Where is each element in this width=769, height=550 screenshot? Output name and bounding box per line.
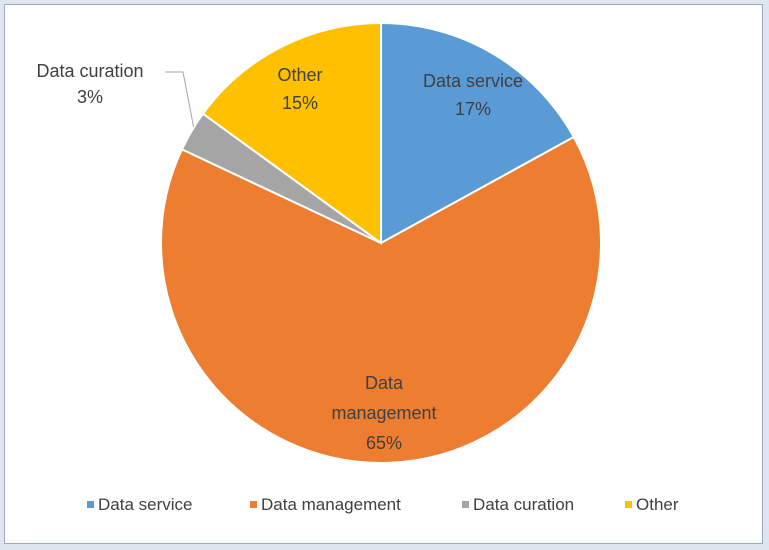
legend-item-data-management: Data management — [250, 495, 401, 514]
pie-chart: Data service 17% Data management 65% Data cur… — [36, 21, 679, 514]
data-label-data-management: Data management 65% — [331, 373, 436, 453]
data-label-other: Other 15% — [277, 65, 322, 113]
data-label-data-curation: Data curation 3% — [36, 61, 143, 107]
chart-legend: Data service Data management Data curation… — [87, 495, 679, 514]
pie-slice-data-service — [380, 21, 576, 245]
pie-slice-data-management — [160, 135, 603, 464]
data-label-data-service: Data service 17% — [423, 71, 523, 119]
legend-swatch — [250, 501, 257, 508]
legend-item-data-service: Data service — [87, 495, 192, 514]
legend-label: Data management — [261, 495, 401, 514]
data-labels: Data service 17% Data management 65% Data cur… — [36, 61, 523, 453]
legend-label: Data service — [98, 495, 192, 514]
data-curation-leader-line — [165, 71, 195, 128]
legend-label: Data curation — [473, 495, 574, 514]
legend-swatch — [462, 501, 469, 508]
legend-label: Other — [636, 495, 679, 514]
legend-swatch — [625, 501, 632, 508]
chart-frame: Data service 17% Data management 65% Data cur… — [4, 4, 763, 544]
legend-item-other: Other — [625, 495, 679, 514]
legend-item-data-curation: Data curation — [462, 495, 574, 514]
pie-slice-other — [201, 21, 382, 245]
legend-swatch — [87, 501, 94, 508]
pie-slices — [160, 21, 603, 464]
